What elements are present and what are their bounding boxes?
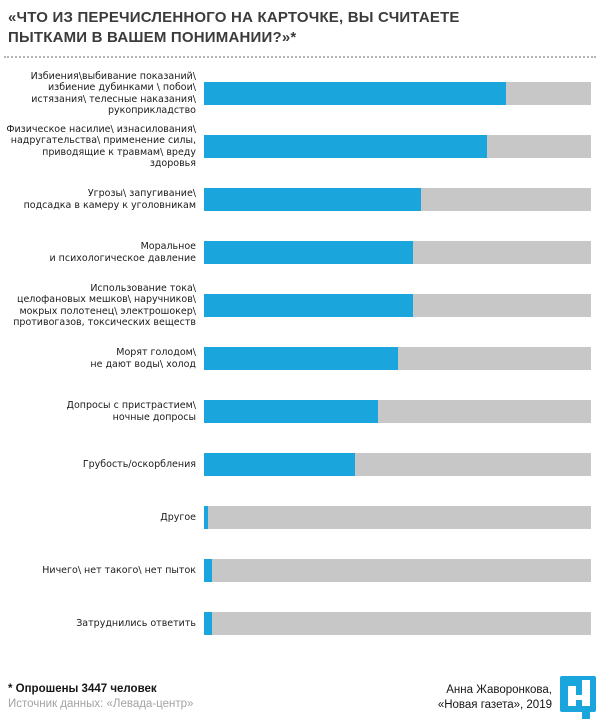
bar-fill <box>204 612 212 635</box>
bar-track <box>204 347 591 370</box>
bar-fill <box>204 294 413 317</box>
bar-track <box>204 559 591 582</box>
chart-row: Допросы с пристрастием\ ночные допросы <box>0 385 600 438</box>
dotted-divider <box>4 56 596 58</box>
bar-fill <box>204 559 212 582</box>
bar-track <box>204 400 591 423</box>
bar-label: Физическое насилие\ изнасилования\ надру… <box>6 123 196 170</box>
credit-publication: «Новая газета», 2019 <box>437 699 552 711</box>
chart-row: Ничего\ нет такого\ нет пыток <box>0 544 600 597</box>
bar-label: Ничего\ нет такого\ нет пыток <box>42 564 196 576</box>
page-title: «ЧТО ИЗ ПЕРЕЧИСЛЕННОГО НА КАРТОЧКЕ, ВЫ С… <box>8 9 460 46</box>
chart-row: Моральное и психологическое давление <box>0 226 600 279</box>
bar-track <box>204 188 591 211</box>
credit-author: Анна Жаворонкова, <box>446 684 552 696</box>
survey-note: * Опрошены 3447 человек <box>8 683 157 695</box>
bar-fill <box>204 506 208 529</box>
bar-track <box>204 82 591 105</box>
bar-label: Другое <box>160 511 196 523</box>
novaya-gazeta-logo <box>560 676 596 719</box>
chart-row: Избиения\выбивание показаний\ избиение д… <box>0 67 600 120</box>
bar-fill <box>204 347 398 370</box>
bar-fill <box>204 241 413 264</box>
chart-row: Морят голодом\ не дают воды\ холод <box>0 332 600 385</box>
bar-fill <box>204 453 355 476</box>
bar-label: Морят голодом\ не дают воды\ холод <box>90 347 196 370</box>
bar-label: Допросы с пристрастием\ ночные допросы <box>66 400 196 423</box>
chart-row: Угрозы\ запугивание\ подсадка в камеру к… <box>0 173 600 226</box>
bar-label: Затруднились ответить <box>76 617 196 629</box>
data-source: Источник данных: «Левада-центр» <box>8 698 194 710</box>
bar-track <box>204 453 591 476</box>
footer-credit: Анна Жаворонкова, «Новая газета», 2019 <box>438 676 596 719</box>
bar-label: Использование тока\ целофановых мешков\ … <box>13 282 196 329</box>
bar-fill <box>204 135 487 158</box>
bar-track <box>204 506 591 529</box>
bar-chart: Избиения\выбивание показаний\ избиение д… <box>0 67 600 650</box>
bar-track <box>204 241 591 264</box>
bar-label: Моральное и психологическое давление <box>49 241 196 264</box>
chart-row: Затруднились ответить <box>0 597 600 650</box>
credit-text: Анна Жаворонкова, «Новая газета», 2019 <box>438 683 552 713</box>
footer-notes: * Опрошены 3447 человек Источник данных:… <box>8 676 193 710</box>
bar-track <box>204 612 591 635</box>
bar-fill <box>204 82 506 105</box>
bar-track <box>204 294 591 317</box>
bar-label: Угрозы\ запугивание\ подсадка в камеру к… <box>23 188 196 211</box>
bar-track <box>204 135 591 158</box>
bar-fill <box>204 400 379 423</box>
chart-row: Другое <box>0 491 600 544</box>
bar-label: Грубость/оскорбления <box>82 458 196 470</box>
header: «ЧТО ИЗ ПЕРЕЧИСЛЕННОГО НА КАРТОЧКЕ, ВЫ С… <box>0 0 600 58</box>
footer: * Опрошены 3447 человек Источник данных:… <box>0 676 600 719</box>
chart-row: Использование тока\ целофановых мешков\ … <box>0 279 600 332</box>
chart-row: Физическое насилие\ изнасилования\ надру… <box>0 120 600 173</box>
chart-row: Грубость/оскорбления <box>0 438 600 491</box>
bar-fill <box>204 188 421 211</box>
bar-label: Избиения\выбивание показаний\ избиение д… <box>30 70 196 117</box>
